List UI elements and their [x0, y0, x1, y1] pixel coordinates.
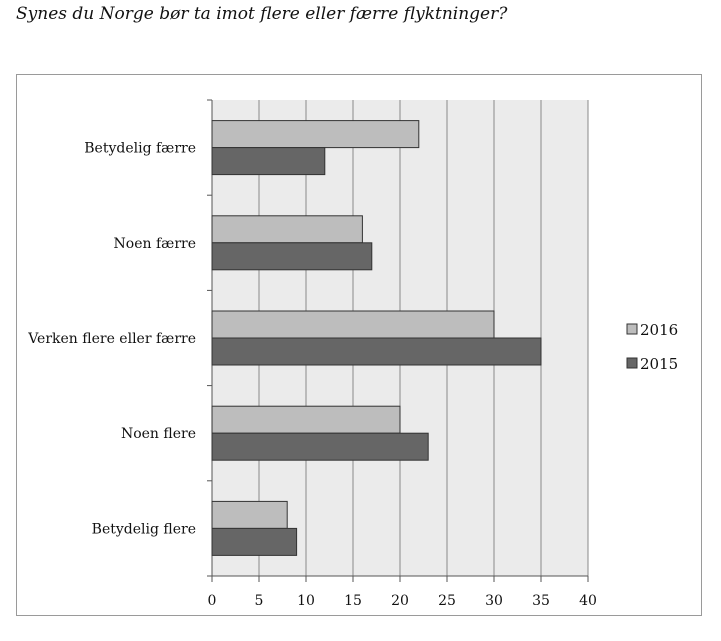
x-tick-label: 0 — [208, 593, 217, 609]
bar-2015 — [211, 242, 373, 271]
category-label: Verken flere eller færre — [27, 331, 196, 347]
chart-title: Synes du Norge bør ta imot flere eller f… — [16, 4, 508, 24]
x-tick-label: 35 — [532, 593, 550, 609]
bar-2015 — [211, 432, 429, 461]
x-tick-label: 20 — [391, 593, 409, 609]
bar-2016 — [211, 405, 401, 434]
x-tick-label: 25 — [438, 593, 456, 609]
bar-2015 — [211, 147, 326, 176]
x-tick-label: 15 — [344, 593, 362, 609]
category-label: Noen flere — [121, 426, 196, 442]
x-tick-label: 10 — [297, 593, 315, 609]
x-tick-label: 30 — [485, 593, 503, 609]
legend-swatch — [626, 323, 638, 335]
bar-2016 — [211, 310, 495, 339]
x-tick-label: 5 — [255, 593, 264, 609]
category-label: Betydelig flere — [92, 521, 196, 537]
legend-swatch — [626, 357, 638, 369]
legend-label: 2016 — [640, 321, 678, 339]
bar-2016 — [211, 215, 363, 244]
legend-label: 2015 — [640, 355, 678, 373]
bar-2016 — [211, 500, 288, 529]
bar-2016 — [211, 120, 420, 149]
bar-2015 — [211, 337, 542, 366]
category-label: Noen færre — [114, 236, 196, 252]
x-tick-label: 40 — [579, 593, 597, 609]
bar-2015 — [211, 527, 298, 556]
category-label: Betydelig færre — [84, 141, 196, 157]
